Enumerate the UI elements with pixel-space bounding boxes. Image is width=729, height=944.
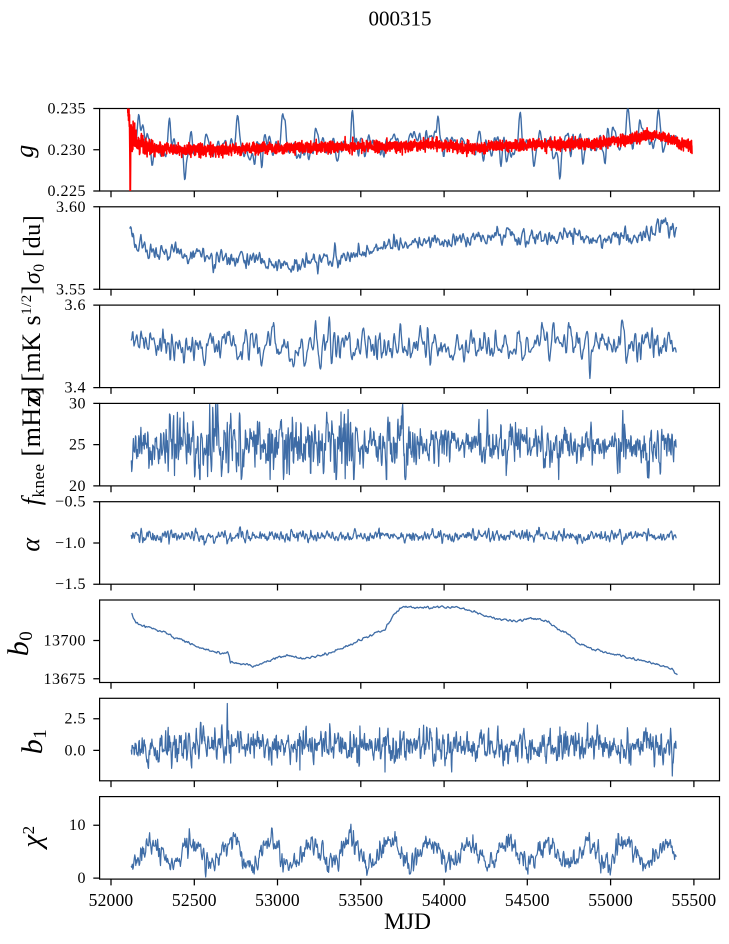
svg-text:0: 0 <box>78 870 87 887</box>
svg-text:10: 10 <box>69 817 86 834</box>
svg-text:χ2: χ2 <box>16 825 48 850</box>
svg-text:53500: 53500 <box>338 890 383 910</box>
svg-text:54500: 54500 <box>505 890 550 910</box>
svg-text:20: 20 <box>69 478 86 495</box>
svg-text:30: 30 <box>69 395 86 412</box>
svg-text:0.235: 0.235 <box>48 101 87 118</box>
svg-text:0.225: 0.225 <box>48 183 87 200</box>
svg-text:52500: 52500 <box>172 890 217 910</box>
svg-text:g: g <box>10 144 39 158</box>
svg-text:52000: 52000 <box>89 890 134 910</box>
svg-text:b1: b1 <box>16 729 51 755</box>
svg-text:0.230: 0.230 <box>48 142 87 159</box>
svg-text:13700: 13700 <box>44 633 87 650</box>
svg-text:α: α <box>16 537 45 552</box>
svg-text:3.6: 3.6 <box>65 297 87 314</box>
svg-text:25: 25 <box>69 437 86 454</box>
svg-text:3.60: 3.60 <box>56 199 86 216</box>
svg-text:2.5: 2.5 <box>65 711 87 728</box>
svg-text:13675: 13675 <box>44 671 87 688</box>
svg-text:53000: 53000 <box>255 890 300 910</box>
svg-text:3.4: 3.4 <box>65 380 87 397</box>
svg-text:σ [mK s1/2]: σ [mK s1/2] <box>17 285 46 402</box>
svg-text:MJD: MJD <box>384 909 431 935</box>
svg-text:55000: 55000 <box>588 890 633 910</box>
svg-text:−1.5: −1.5 <box>55 576 86 593</box>
svg-text:000315: 000315 <box>369 7 432 31</box>
svg-text:fknee [mHz]: fknee [mHz] <box>17 386 48 505</box>
svg-text:σ0 [du]: σ0 [du] <box>20 215 48 284</box>
svg-text:−0.5: −0.5 <box>55 494 86 511</box>
svg-text:55500: 55500 <box>672 890 717 910</box>
svg-text:b0: b0 <box>2 631 37 657</box>
svg-text:0.0: 0.0 <box>65 742 87 759</box>
svg-text:−1.0: −1.0 <box>55 535 86 552</box>
svg-text:54000: 54000 <box>422 890 467 910</box>
svg-text:3.55: 3.55 <box>56 281 86 298</box>
